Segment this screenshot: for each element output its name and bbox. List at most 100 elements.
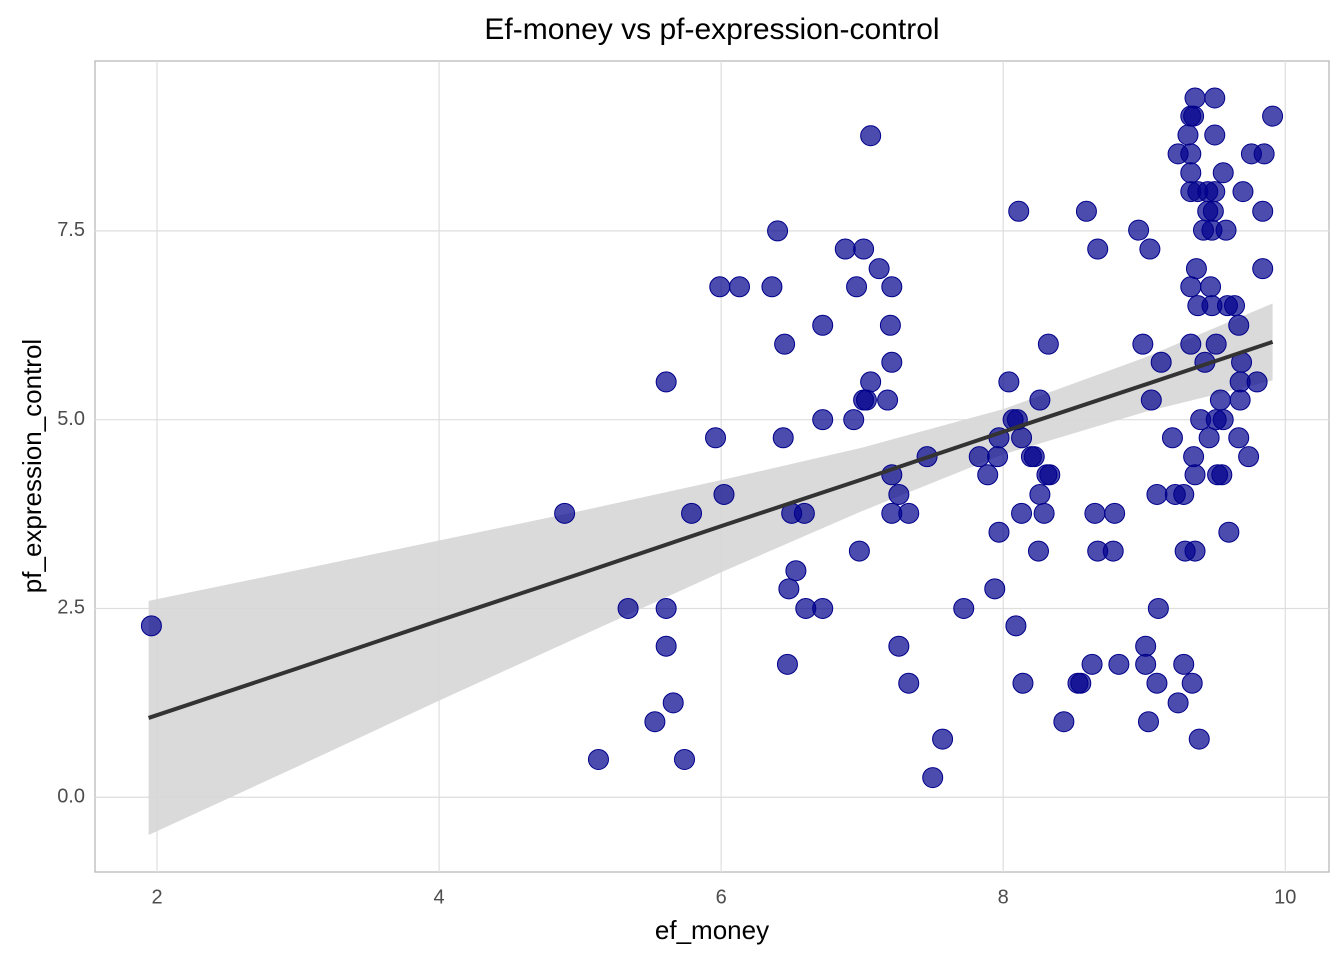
point bbox=[1023, 446, 1045, 468]
point bbox=[888, 635, 910, 657]
point bbox=[1204, 181, 1226, 203]
plot-layer bbox=[140, 87, 1284, 835]
point bbox=[1146, 672, 1168, 694]
point bbox=[1011, 502, 1033, 524]
point bbox=[1229, 389, 1251, 411]
point bbox=[774, 333, 796, 355]
point bbox=[655, 635, 677, 657]
point bbox=[860, 371, 882, 393]
point bbox=[987, 446, 1009, 468]
point bbox=[1104, 502, 1126, 524]
point bbox=[922, 767, 944, 789]
point bbox=[705, 427, 727, 449]
point bbox=[888, 483, 910, 505]
point bbox=[1173, 483, 1195, 505]
point bbox=[1033, 502, 1055, 524]
point bbox=[1204, 124, 1226, 146]
point bbox=[932, 728, 954, 750]
point bbox=[977, 464, 999, 486]
point bbox=[1135, 653, 1157, 675]
point bbox=[1108, 653, 1130, 675]
point bbox=[1232, 181, 1254, 203]
point bbox=[968, 446, 990, 468]
x-tick-label: 2 bbox=[151, 886, 162, 908]
point bbox=[1212, 409, 1234, 431]
y-tick-label: 0.0 bbox=[57, 786, 85, 808]
point bbox=[761, 276, 783, 298]
point bbox=[644, 711, 666, 733]
point bbox=[881, 351, 903, 373]
point bbox=[1181, 672, 1203, 694]
point bbox=[1184, 87, 1206, 109]
point bbox=[898, 672, 920, 694]
point bbox=[1039, 464, 1061, 486]
point bbox=[898, 502, 920, 524]
point bbox=[587, 748, 609, 770]
point bbox=[713, 483, 735, 505]
point bbox=[1128, 219, 1150, 241]
y-tick-label: 2.5 bbox=[57, 597, 85, 619]
point bbox=[655, 371, 677, 393]
point bbox=[1209, 389, 1231, 411]
point bbox=[1184, 540, 1206, 562]
point bbox=[778, 578, 800, 600]
point bbox=[1146, 483, 1168, 505]
x-tick-label: 10 bbox=[1274, 886, 1296, 908]
point bbox=[1211, 464, 1233, 486]
point bbox=[662, 692, 684, 714]
point bbox=[772, 427, 794, 449]
point bbox=[881, 276, 903, 298]
point bbox=[853, 238, 875, 260]
point bbox=[1029, 483, 1051, 505]
point bbox=[681, 502, 703, 524]
point bbox=[1200, 276, 1222, 298]
point bbox=[1173, 653, 1195, 675]
point bbox=[709, 276, 731, 298]
y-tick-label: 5.0 bbox=[57, 408, 85, 430]
point bbox=[988, 521, 1010, 543]
x-axis-label: ef_money bbox=[655, 915, 769, 945]
point bbox=[1252, 200, 1274, 222]
point bbox=[843, 409, 865, 431]
point bbox=[140, 615, 162, 637]
point bbox=[879, 314, 901, 336]
point bbox=[1008, 200, 1030, 222]
point bbox=[1180, 162, 1202, 184]
point bbox=[1184, 464, 1206, 486]
point bbox=[1204, 87, 1226, 109]
point bbox=[1140, 389, 1162, 411]
point bbox=[1029, 389, 1051, 411]
point bbox=[812, 409, 834, 431]
point bbox=[554, 502, 576, 524]
point bbox=[1246, 371, 1268, 393]
fit-line bbox=[147, 340, 1274, 720]
point bbox=[767, 220, 789, 242]
point bbox=[673, 748, 695, 770]
point bbox=[1228, 314, 1250, 336]
point bbox=[1205, 333, 1227, 355]
point bbox=[1252, 258, 1274, 280]
point bbox=[1132, 333, 1154, 355]
point bbox=[617, 597, 639, 619]
point bbox=[776, 653, 798, 675]
point bbox=[1147, 597, 1169, 619]
point bbox=[998, 371, 1020, 393]
point bbox=[1137, 711, 1159, 733]
x-tick-label: 6 bbox=[716, 886, 727, 908]
point bbox=[1183, 105, 1205, 127]
point bbox=[1053, 711, 1075, 733]
point bbox=[1087, 238, 1109, 260]
point bbox=[1075, 200, 1097, 222]
point bbox=[1215, 219, 1237, 241]
point bbox=[1102, 540, 1124, 562]
point bbox=[984, 578, 1006, 600]
point bbox=[1011, 427, 1033, 449]
point bbox=[1180, 333, 1202, 355]
point bbox=[868, 258, 890, 280]
point bbox=[860, 125, 882, 147]
point bbox=[1012, 672, 1034, 694]
point bbox=[855, 389, 877, 411]
point bbox=[1070, 672, 1092, 694]
point bbox=[1167, 692, 1189, 714]
